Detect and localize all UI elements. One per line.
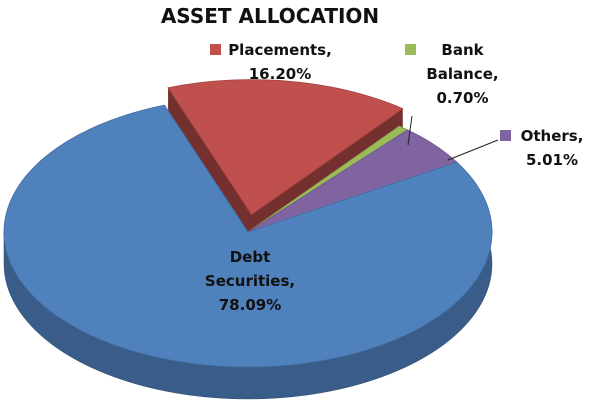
leader-line	[407, 115, 413, 146]
label-swatch	[210, 44, 221, 55]
label-category: Debt Securities,	[204, 248, 296, 290]
label-swatch	[500, 130, 511, 141]
data-label: Others, 5.01%	[512, 124, 592, 172]
data-label: Placements, 16.20%	[225, 38, 335, 86]
data-label: Debt Securities, 78.09%	[195, 245, 305, 317]
label-category: Others,	[520, 127, 584, 145]
slice	[167, 79, 404, 216]
label-swatch	[405, 44, 416, 55]
slice	[3, 104, 493, 368]
chart-title: ASSET ALLOCATION	[160, 4, 380, 28]
label-category: Placements,	[228, 41, 332, 59]
slice-tops	[3, 79, 493, 368]
label-category: Bank Balance,	[426, 41, 499, 83]
label-value: 5.01%	[525, 151, 579, 169]
data-label: Bank Balance, 0.70%	[420, 38, 505, 110]
label-value: 16.20%	[248, 65, 312, 83]
label-value: 78.09%	[218, 296, 282, 314]
label-value: 0.70%	[436, 89, 489, 107]
leader-line	[447, 139, 499, 161]
